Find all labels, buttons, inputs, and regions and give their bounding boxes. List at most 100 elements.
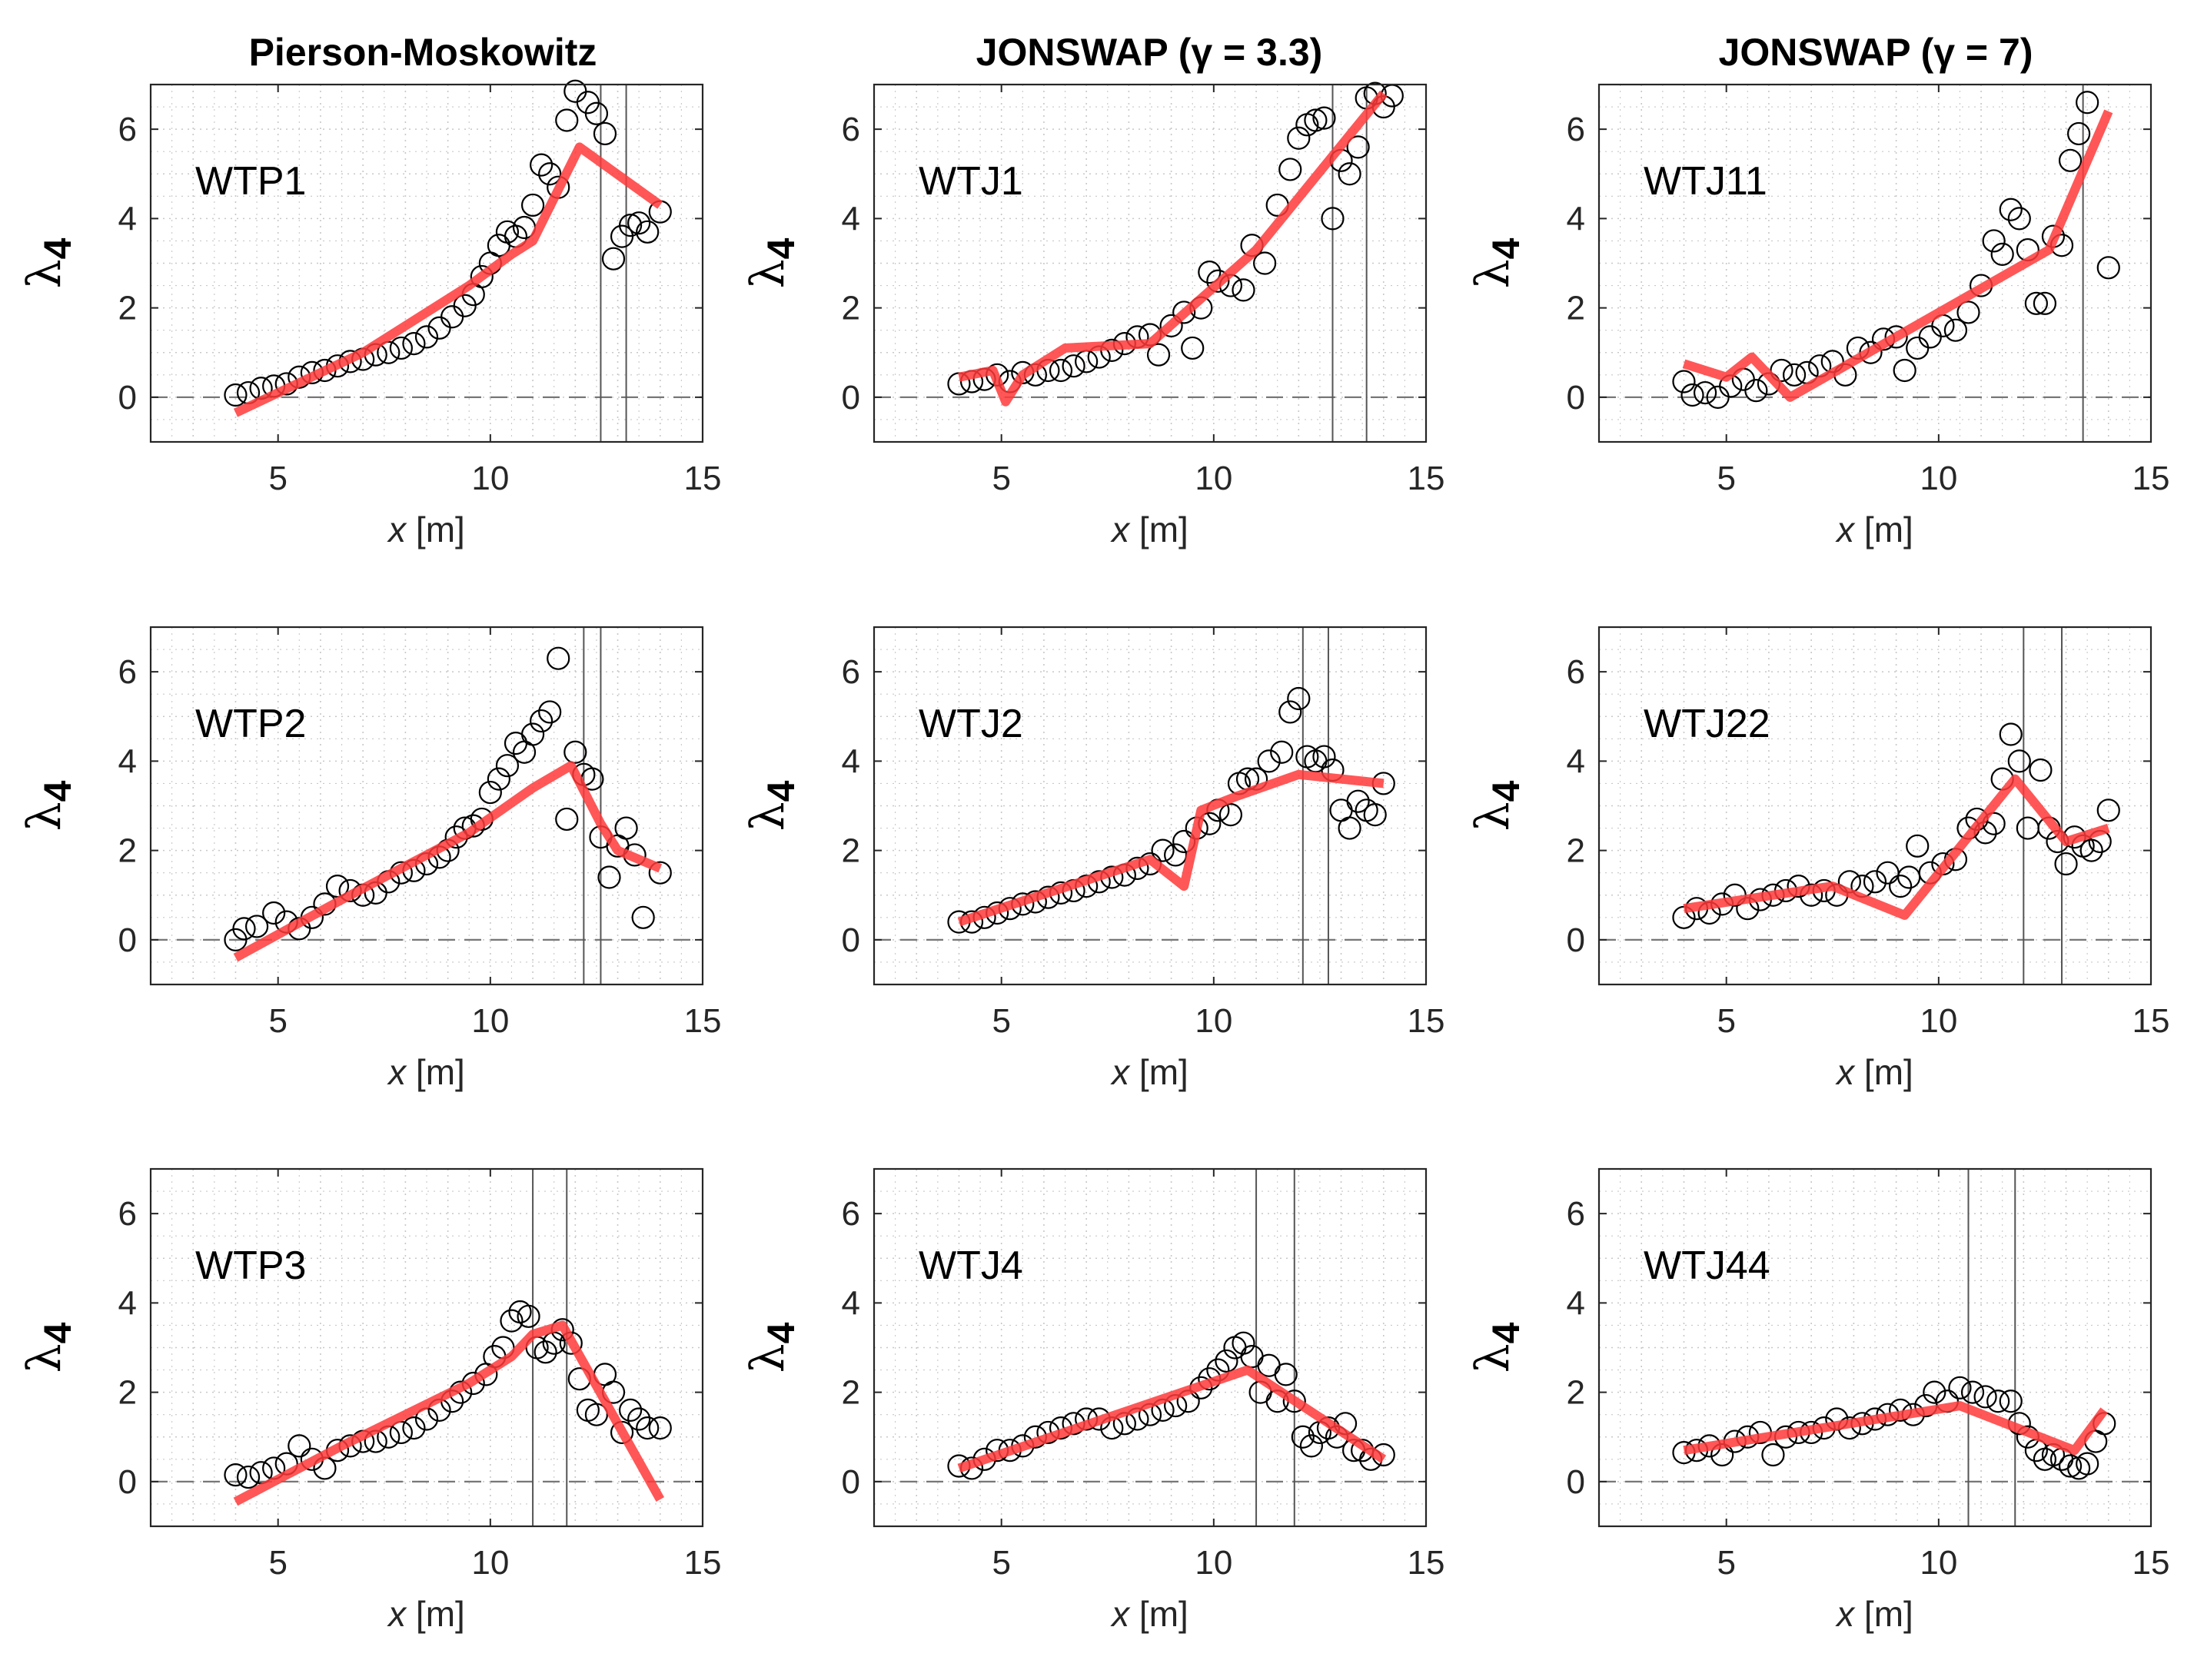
panel-label: WTP3 bbox=[195, 1243, 306, 1288]
data-point bbox=[470, 264, 494, 289]
data-point bbox=[1270, 740, 1294, 764]
data-point bbox=[631, 905, 655, 929]
y-tick-label: 0 bbox=[1567, 379, 1585, 417]
y-tick-label: 6 bbox=[1567, 111, 1585, 148]
data-point bbox=[1291, 1425, 1315, 1449]
panel-label: WTJ22 bbox=[1644, 702, 1770, 746]
data-point bbox=[2007, 207, 2031, 231]
data-point bbox=[1680, 383, 1704, 407]
fit-line bbox=[958, 90, 1388, 407]
x-tick-label: 10 bbox=[1195, 1544, 1232, 1582]
y-axis-subscript: 4 bbox=[36, 237, 79, 259]
data-point bbox=[1363, 803, 1387, 827]
y-axis-label: λ4 bbox=[1466, 1322, 1527, 1373]
axes-box bbox=[873, 626, 1428, 986]
x-axis-label: x [m] bbox=[1110, 1594, 1188, 1634]
data-point bbox=[1956, 300, 1980, 324]
x-tick-label: 15 bbox=[1408, 1544, 1445, 1582]
data-point bbox=[1299, 1434, 1323, 1458]
x-tick-label: 15 bbox=[684, 1002, 722, 1040]
data-point bbox=[1181, 336, 1205, 360]
data-point bbox=[504, 732, 528, 755]
y-axis-symbol: λ bbox=[741, 259, 795, 288]
data-point bbox=[389, 336, 413, 360]
y-axis-label: λ4 bbox=[18, 237, 79, 288]
x-axis-unit: [m] bbox=[1129, 1594, 1188, 1634]
x-axis-variable: x bbox=[1110, 1052, 1131, 1092]
data-point bbox=[1164, 843, 1188, 867]
axes-box bbox=[873, 1167, 1428, 1528]
x-tick-label: 5 bbox=[268, 460, 287, 497]
y-tick-label: 0 bbox=[1567, 921, 1585, 959]
y-axis-subscript: 4 bbox=[1484, 1322, 1527, 1343]
y-tick-label: 2 bbox=[118, 832, 137, 870]
y-tick-label: 4 bbox=[118, 742, 137, 780]
data-point bbox=[636, 1416, 660, 1440]
y-axis-subscript: 4 bbox=[1484, 780, 1527, 802]
data-point bbox=[576, 1398, 600, 1422]
data-point bbox=[1215, 1349, 1238, 1373]
x-axis-variable: x bbox=[1110, 510, 1131, 549]
x-axis-variable: x bbox=[1835, 1052, 1856, 1092]
panel-label: WTJ11 bbox=[1644, 159, 1767, 204]
y-tick-label: 0 bbox=[1567, 1463, 1585, 1501]
data-point bbox=[619, 213, 643, 237]
data-point bbox=[1999, 1389, 2023, 1413]
x-axis-label: x [m] bbox=[387, 1594, 465, 1634]
x-tick-label: 5 bbox=[992, 460, 1010, 497]
fit-line bbox=[233, 1320, 665, 1506]
data-point bbox=[1761, 1443, 1785, 1467]
y-axis-subscript: 4 bbox=[36, 1322, 79, 1343]
y-tick-label: 0 bbox=[118, 1463, 137, 1501]
data-point bbox=[1355, 798, 1378, 822]
x-tick-label: 10 bbox=[1920, 460, 1957, 497]
data-point bbox=[2058, 1454, 2083, 1478]
data-point bbox=[440, 305, 464, 329]
x-tick-label: 5 bbox=[268, 1544, 287, 1582]
data-point bbox=[520, 193, 545, 217]
fit-line bbox=[233, 761, 663, 962]
data-point bbox=[520, 722, 545, 746]
grid bbox=[150, 84, 703, 443]
data-point bbox=[1257, 749, 1281, 773]
y-tick-label: 2 bbox=[118, 290, 137, 327]
data-point bbox=[2033, 291, 2057, 315]
fit-line bbox=[957, 769, 1385, 927]
y-axis-label: λ4 bbox=[18, 1322, 79, 1373]
x-axis-unit: [m] bbox=[1854, 1052, 1913, 1092]
y-tick-label: 2 bbox=[118, 1374, 137, 1412]
data-point bbox=[2076, 1452, 2099, 1476]
x-tick-label: 15 bbox=[2133, 460, 2170, 497]
y-tick-label: 2 bbox=[842, 1374, 860, 1412]
y-tick-label: 2 bbox=[842, 290, 860, 327]
x-tick-label: 15 bbox=[684, 460, 722, 497]
x-tick-label: 15 bbox=[1408, 1002, 1445, 1040]
x-axis-variable: x bbox=[387, 1594, 407, 1634]
data-point bbox=[1338, 162, 1361, 186]
data-point bbox=[1999, 198, 2023, 221]
y-axis-label: λ4 bbox=[741, 237, 803, 288]
x-axis-variable: x bbox=[1110, 1594, 1131, 1634]
data-point bbox=[1973, 1385, 1997, 1409]
y-tick-label: 2 bbox=[1567, 832, 1585, 870]
grid bbox=[1598, 626, 2152, 985]
data-point bbox=[538, 700, 562, 724]
data-point bbox=[1693, 380, 1717, 405]
data-point bbox=[1321, 207, 1345, 231]
data-point bbox=[584, 101, 609, 125]
y-axis-label: λ4 bbox=[1466, 780, 1527, 831]
data-point bbox=[1049, 358, 1073, 383]
data-point bbox=[2096, 256, 2120, 280]
y-axis-symbol: λ bbox=[18, 1343, 71, 1373]
x-axis-label: x [m] bbox=[1110, 510, 1188, 549]
data-point bbox=[1948, 1376, 1972, 1399]
fit-line bbox=[1683, 774, 2110, 920]
grid bbox=[150, 1168, 703, 1527]
data-point bbox=[402, 332, 426, 356]
data-point bbox=[648, 861, 672, 885]
x-axis-label: x [m] bbox=[387, 510, 465, 549]
x-tick-label: 15 bbox=[2133, 1002, 2170, 1040]
data-point bbox=[597, 865, 621, 889]
data-point bbox=[601, 247, 626, 271]
